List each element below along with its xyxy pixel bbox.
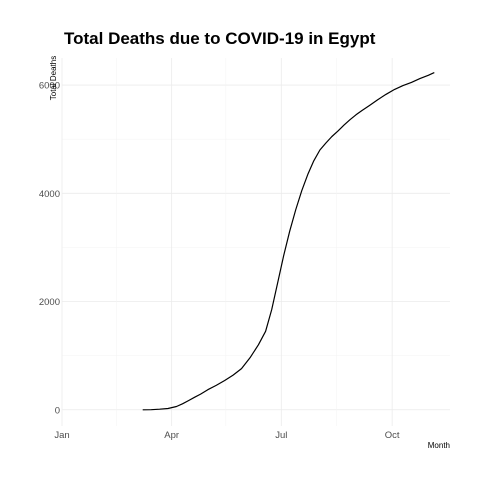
x-tick-label: Jul [275,430,287,441]
y-axis-label: Total Deaths [49,56,58,100]
y-tick-label: 6000 [39,81,60,92]
y-tick-label: 4000 [39,189,60,200]
chart-title: Total Deaths due to COVID-19 in Egypt [64,29,376,48]
x-tick-label: Jan [54,430,69,441]
x-tick-label: Oct [385,430,400,441]
x-tick-label: Apr [164,430,179,441]
y-tick-label: 2000 [39,297,60,308]
plot-area [142,72,435,411]
grid [61,58,450,426]
x-tick-labels: Jan Apr Jul Oct [54,430,400,441]
y-tick-labels: 0 2000 4000 6000 [39,81,60,417]
series-line [142,72,435,411]
y-tick-label: 0 [55,405,60,416]
x-axis-label: Month [428,441,450,450]
